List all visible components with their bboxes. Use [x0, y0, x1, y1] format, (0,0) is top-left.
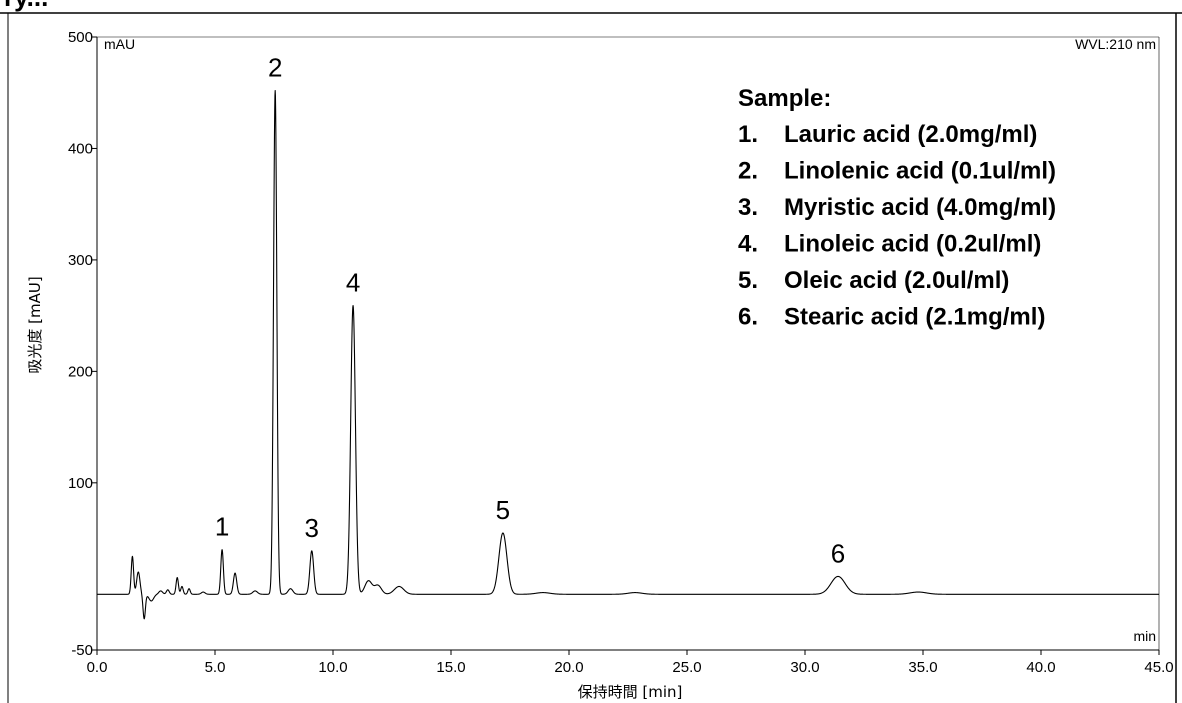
x-tick-label: 10.0 [318, 659, 347, 676]
peak-label-6: 6 [831, 538, 845, 568]
y-axis-title: 吸光度 [mAU] [26, 276, 44, 373]
x-tick-label: 45.0 [1144, 659, 1173, 676]
legend-item-number: 6. [738, 304, 758, 331]
legend-item-text: Lauric acid (2.0mg/ml) [784, 121, 1037, 148]
x-tick-label: 0.0 [87, 659, 108, 676]
signal-trace [96, 89, 1160, 620]
signal-trace-group [96, 89, 1160, 620]
y-tick-label: 300 [68, 252, 93, 269]
legend-item-text: Oleic acid (2.0ul/ml) [784, 267, 1009, 294]
peak-label-2: 2 [268, 52, 282, 82]
peak-labels: 1 2 3 4 5 6 [215, 52, 845, 568]
axes: 0.0 5.0 10.0 15.0 20.0 25.0 30.0 35.0 40.0 45.0 -5… [68, 29, 1174, 676]
sample-legend: Sample: 1. Lauric acid (2.0mg/ml) 2. Linole… [738, 85, 1056, 331]
peak-label-3: 3 [305, 513, 319, 543]
legend-item-text: Linolenic acid (0.1ul/ml) [784, 158, 1056, 185]
y-tick-label: 400 [68, 140, 93, 157]
wavelength-label: WVL:210 nm [1075, 36, 1156, 52]
x-unit-label: min [1133, 628, 1156, 644]
legend-item-text: Stearic acid (2.1mg/ml) [784, 304, 1045, 331]
peak-label-4: 4 [346, 268, 360, 298]
legend-title: Sample: [738, 85, 831, 112]
peak-label-1: 1 [215, 512, 229, 542]
x-tick-label: 20.0 [554, 659, 583, 676]
x-tick-label: 5.0 [205, 659, 226, 676]
x-tick-label: 30.0 [790, 659, 819, 676]
y-tick-label: -50 [71, 642, 93, 659]
legend-item-number: 5. [738, 267, 758, 294]
x-tick-label: 25.0 [672, 659, 701, 676]
x-tick-label: 35.0 [908, 659, 937, 676]
header-text: ry... [4, 0, 48, 12]
y-tick-label: 500 [68, 29, 93, 46]
x-tick-label: 40.0 [1026, 659, 1055, 676]
chart-frame [0, 12, 1182, 703]
legend-item-number: 4. [738, 231, 758, 258]
x-tick-label: 15.0 [436, 659, 465, 676]
legend-item-text: Myristic acid (4.0mg/ml) [784, 194, 1056, 221]
legend-item-text: Linoleic acid (0.2ul/ml) [784, 231, 1041, 258]
y-tick-label: 200 [68, 363, 93, 380]
peak-label-5: 5 [496, 495, 510, 525]
x-axis-title: 保持時間 [min] [578, 683, 683, 701]
legend-item-number: 2. [738, 158, 758, 185]
y-tick-label: 100 [68, 475, 93, 492]
legend-item-number: 3. [738, 194, 758, 221]
legend-item-number: 1. [738, 121, 758, 148]
y-unit-label: mAU [104, 36, 135, 52]
